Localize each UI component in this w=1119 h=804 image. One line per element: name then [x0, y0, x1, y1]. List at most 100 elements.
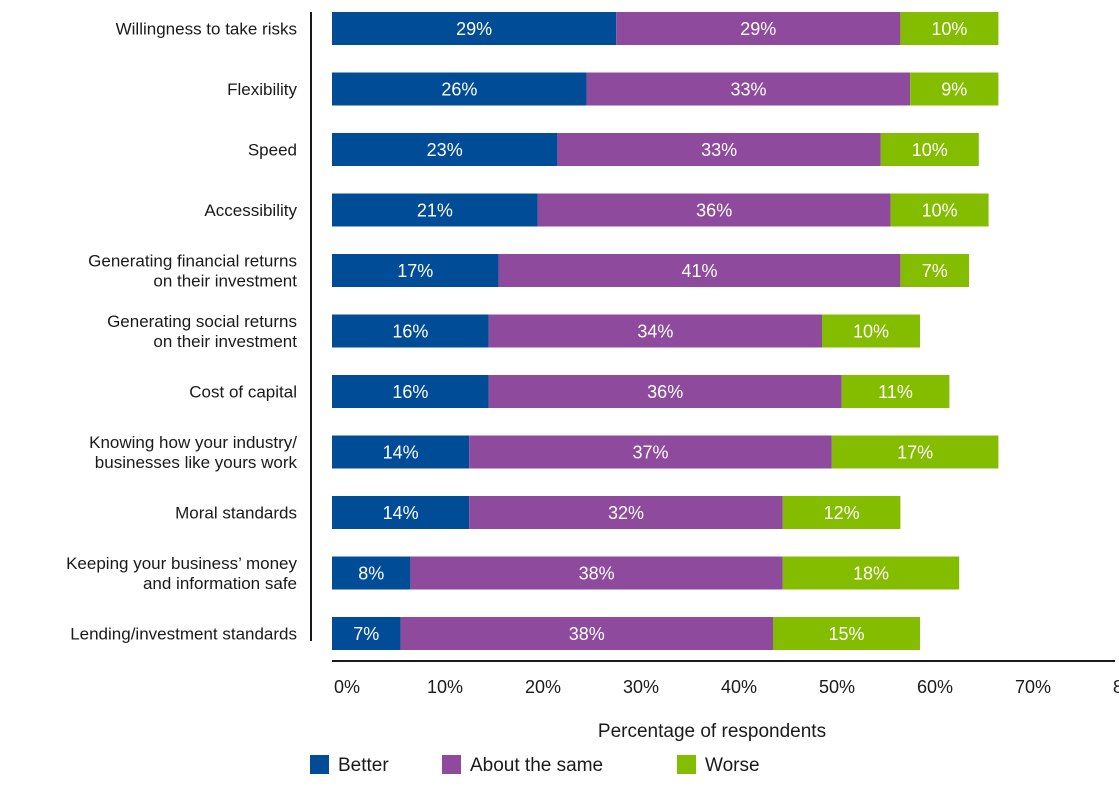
bar-segment-worse: [890, 193, 989, 227]
x-tick-label: 20%: [525, 677, 561, 697]
x-tick-label: 40%: [721, 677, 757, 697]
category-label-line: Cost of capital: [189, 383, 297, 402]
data-label: 12%: [824, 503, 860, 523]
data-label: 16%: [392, 322, 428, 342]
legend-label: Better: [338, 755, 389, 776]
data-label: 26%: [441, 80, 477, 100]
data-label: 7%: [353, 624, 379, 644]
data-label: 9%: [941, 80, 967, 100]
bar-segment-worse: [900, 254, 969, 287]
bar-segment-about-the-same: [488, 375, 842, 408]
data-label: 36%: [696, 201, 732, 221]
data-label: 33%: [730, 80, 766, 100]
bar-segment-better: [332, 496, 470, 529]
x-tick-label: 0%: [334, 677, 360, 697]
category-label-line: Willingness to take risks: [116, 20, 297, 39]
bar-segment-about-the-same: [469, 435, 832, 469]
category-label-line: Keeping your business’ money: [66, 554, 297, 573]
bar-segment-worse: [910, 72, 999, 106]
bar-segment-worse: [841, 375, 950, 408]
bar-segment-about-the-same: [488, 314, 822, 348]
bar-segment-better: [332, 314, 489, 348]
bar-segment-about-the-same: [410, 556, 783, 590]
category-label: Generating financial returns on their inv…: [88, 252, 297, 291]
bar-segment-about-the-same: [469, 496, 783, 529]
data-label: 29%: [456, 19, 492, 39]
data-label: 37%: [632, 443, 668, 463]
data-label: 16%: [392, 382, 428, 402]
data-label: 32%: [608, 503, 644, 523]
category-label: Flexibility: [227, 80, 297, 99]
data-label: 14%: [383, 443, 419, 463]
data-label: 11%: [878, 382, 913, 402]
bar-segment-better: [332, 435, 470, 469]
data-label: 7%: [922, 261, 948, 281]
bar-segment-better: [332, 617, 401, 650]
data-label: 18%: [853, 564, 889, 584]
category-label-line: Moral standards: [175, 504, 297, 523]
bar-segment-about-the-same: [498, 254, 901, 287]
category-label-line: on their investment: [153, 272, 297, 291]
category-label-line: on their investment: [153, 332, 297, 351]
data-label: 38%: [579, 564, 615, 584]
category-label-line: Speed: [248, 141, 297, 160]
bar-segment-about-the-same: [616, 12, 901, 45]
category-label-line: Flexibility: [227, 80, 297, 99]
category-label: Accessibility: [204, 201, 297, 220]
data-label: 17%: [397, 261, 433, 281]
data-label: 15%: [828, 624, 864, 644]
category-label: Generating social returns on their invest…: [107, 312, 297, 351]
x-axis-title: Percentage of respondents: [598, 721, 826, 742]
bar-segment-better: [332, 556, 411, 590]
category-label-line: Generating social returns: [107, 312, 297, 331]
bar-segment-worse: [880, 133, 979, 166]
category-label-line: Accessibility: [204, 201, 297, 220]
data-label: 10%: [922, 201, 958, 221]
x-tick-label: 80%: [1113, 677, 1119, 697]
data-label: 10%: [853, 322, 889, 342]
bar-segment-worse: [822, 314, 920, 348]
x-tick-label: 70%: [1015, 677, 1051, 697]
data-label: 8%: [358, 564, 384, 584]
data-label: 10%: [931, 19, 967, 39]
legend-label: About the same: [470, 755, 603, 776]
category-labels-group: Willingness to take risks Flexibility Spee…: [66, 20, 297, 644]
legend: Better About the same Worse: [310, 755, 760, 776]
bar-segment-worse: [782, 556, 960, 590]
x-axis: 0% 10% 20% 30% 40% 50% 60% 70% 80%: [332, 660, 1119, 697]
data-label: 23%: [427, 140, 463, 160]
bar-segment-worse: [773, 617, 920, 650]
data-label: 36%: [647, 382, 683, 402]
bars-group: 29% 29% 10% 26% 33% 9% 23% 33% 10% 21% 36% 10% 17% 41…: [332, 12, 999, 650]
x-tick-label: 50%: [819, 677, 855, 697]
bar-segment-better: [332, 375, 489, 408]
category-label-line: Generating financial returns: [88, 252, 297, 271]
category-label: Willingness to take risks: [116, 20, 297, 39]
bar-segment-worse: [831, 435, 999, 469]
bar-segment-better: [332, 133, 558, 166]
category-label: Lending/investment standards: [70, 625, 297, 644]
data-label: 29%: [740, 19, 776, 39]
x-tick-label: 10%: [427, 677, 463, 697]
bar-segment-about-the-same: [586, 72, 911, 106]
legend-swatch: [442, 755, 461, 774]
category-label: Moral standards: [175, 504, 297, 523]
x-tick-label: 60%: [917, 677, 953, 697]
bar-segment-about-the-same: [400, 617, 773, 650]
category-label: Knowing how your industry/businesses lik…: [89, 433, 297, 472]
category-label-line: Knowing how your industry/: [89, 433, 297, 452]
category-label-line: and information safe: [143, 574, 297, 593]
data-label: 17%: [897, 443, 933, 463]
bar-segment-better: [332, 193, 538, 227]
legend-label: Worse: [705, 755, 760, 776]
bar-segment-better: [332, 12, 617, 45]
bar-segment-about-the-same: [537, 193, 891, 227]
data-label: 34%: [637, 322, 673, 342]
data-label: 33%: [701, 140, 737, 160]
bar-segment-about-the-same: [557, 133, 881, 166]
data-label: 21%: [417, 201, 453, 221]
data-label: 10%: [912, 140, 948, 160]
bar-segment-worse: [782, 496, 901, 529]
category-label: Keeping your business’ money and informat…: [66, 554, 297, 593]
